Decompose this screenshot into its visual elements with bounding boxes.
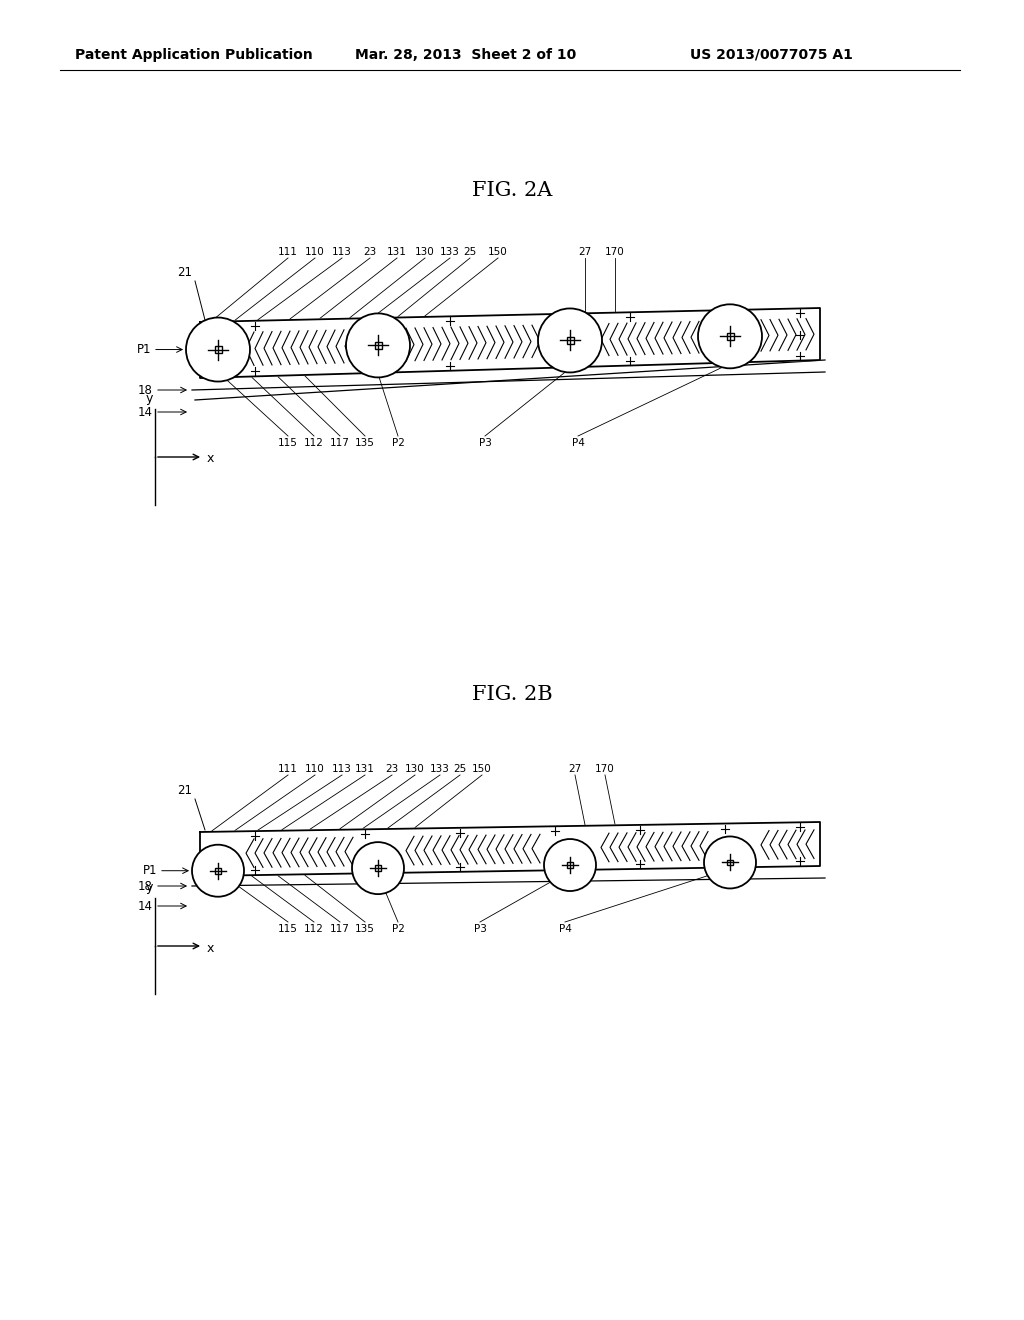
Text: 18: 18	[138, 879, 153, 892]
Text: 133: 133	[440, 247, 460, 257]
Circle shape	[186, 318, 250, 381]
Text: FIG. 2A: FIG. 2A	[472, 181, 552, 199]
Bar	[375, 342, 382, 348]
Text: 112: 112	[304, 924, 324, 935]
Circle shape	[346, 313, 410, 378]
Text: 25: 25	[454, 764, 467, 774]
Circle shape	[544, 840, 596, 891]
Text: P1: P1	[142, 865, 157, 878]
Text: x: x	[207, 941, 214, 954]
Text: US 2013/0077075 A1: US 2013/0077075 A1	[690, 48, 853, 62]
Text: y: y	[145, 392, 153, 405]
Text: 135: 135	[355, 438, 375, 447]
Text: 14: 14	[138, 405, 153, 418]
Text: 110: 110	[305, 247, 325, 257]
Text: 111: 111	[279, 247, 298, 257]
Bar	[375, 866, 381, 871]
Text: 130: 130	[406, 764, 425, 774]
Text: 110: 110	[305, 764, 325, 774]
Polygon shape	[200, 308, 820, 378]
Text: Patent Application Publication: Patent Application Publication	[75, 48, 312, 62]
Text: 113: 113	[332, 247, 352, 257]
Text: 170: 170	[595, 764, 614, 774]
Text: 21: 21	[177, 784, 193, 797]
Text: FIG. 2B: FIG. 2B	[472, 685, 552, 705]
Text: P3: P3	[478, 438, 492, 447]
Polygon shape	[200, 822, 820, 876]
Bar	[727, 859, 733, 865]
Text: 111: 111	[279, 764, 298, 774]
Text: 25: 25	[464, 247, 476, 257]
Text: P4: P4	[558, 924, 571, 935]
Text: 150: 150	[472, 764, 492, 774]
Text: 133: 133	[430, 764, 450, 774]
Text: 135: 135	[355, 924, 375, 935]
Text: 115: 115	[279, 438, 298, 447]
Text: 113: 113	[332, 764, 352, 774]
Circle shape	[538, 309, 602, 372]
Text: 117: 117	[330, 924, 350, 935]
Circle shape	[193, 845, 244, 896]
Bar	[567, 862, 572, 867]
Text: 130: 130	[415, 247, 435, 257]
Text: 23: 23	[364, 247, 377, 257]
Text: P1: P1	[136, 343, 151, 356]
Text: 21: 21	[177, 267, 193, 279]
Text: Mar. 28, 2013  Sheet 2 of 10: Mar. 28, 2013 Sheet 2 of 10	[355, 48, 577, 62]
Text: 23: 23	[385, 764, 398, 774]
Bar	[566, 337, 573, 345]
Circle shape	[698, 305, 762, 368]
Text: P2: P2	[391, 438, 404, 447]
Text: P2: P2	[391, 924, 404, 935]
Text: 112: 112	[304, 438, 324, 447]
Bar	[726, 333, 733, 339]
Text: x: x	[207, 453, 214, 466]
Text: 27: 27	[568, 764, 582, 774]
Circle shape	[705, 837, 756, 888]
Bar	[215, 869, 221, 874]
Text: y: y	[145, 880, 153, 894]
Text: 131: 131	[387, 247, 407, 257]
Text: 18: 18	[138, 384, 153, 396]
Text: P3: P3	[473, 924, 486, 935]
Circle shape	[352, 842, 404, 894]
Text: P4: P4	[571, 438, 585, 447]
Text: 14: 14	[138, 899, 153, 912]
Text: 115: 115	[279, 924, 298, 935]
Text: 27: 27	[579, 247, 592, 257]
Bar	[214, 346, 221, 352]
Text: 170: 170	[605, 247, 625, 257]
Text: 131: 131	[355, 764, 375, 774]
Text: 117: 117	[330, 438, 350, 447]
Text: 150: 150	[488, 247, 508, 257]
